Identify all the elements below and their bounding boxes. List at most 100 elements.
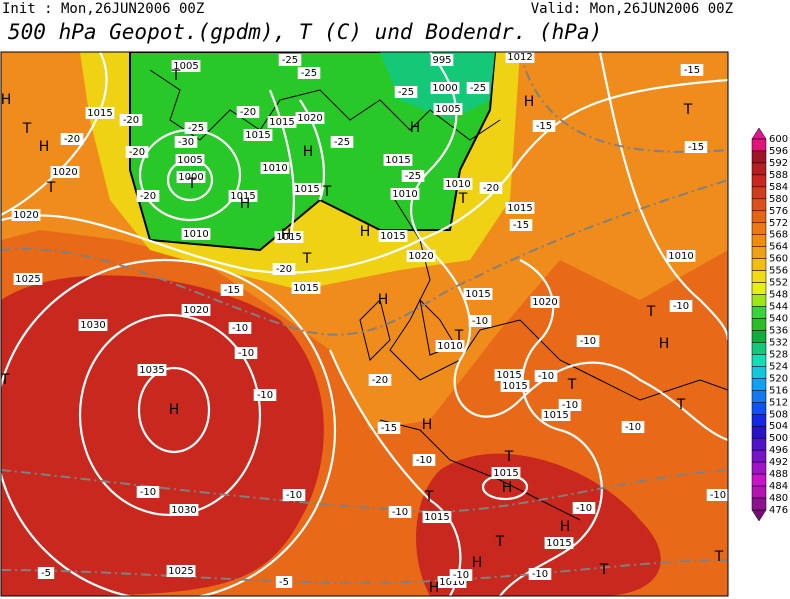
pressure-center: H xyxy=(303,144,314,160)
label-box xyxy=(125,146,149,158)
label-box xyxy=(528,568,552,580)
isobar-label: 1010 xyxy=(439,577,464,588)
isobar-label: 1010 xyxy=(262,163,287,174)
isotherm-label: -25 xyxy=(398,87,414,98)
pressure-center: H xyxy=(360,224,371,240)
isotherm-label: -10 xyxy=(538,371,554,382)
isotherm xyxy=(519,52,728,153)
pressure-center: H xyxy=(659,336,670,352)
isobar-label: 1010 xyxy=(437,341,462,352)
label-box xyxy=(136,486,160,498)
isotherm-label: -20 xyxy=(64,134,80,145)
label-box xyxy=(166,565,196,577)
label-box xyxy=(435,340,465,352)
label-box xyxy=(377,422,401,434)
label-box xyxy=(572,502,596,514)
pressure-center: T xyxy=(424,489,434,505)
colorbar-box xyxy=(751,234,767,247)
pressure-center: H xyxy=(502,480,513,496)
isobar-label: 1015 xyxy=(546,538,571,549)
isobar xyxy=(1,78,728,274)
label-box xyxy=(669,300,693,312)
isobar-label: 1030 xyxy=(80,320,105,331)
pressure-center: T xyxy=(171,68,181,84)
colorbar-label: 496 xyxy=(769,445,788,456)
isotherm-label: -10 xyxy=(232,323,248,334)
pressure-center: T xyxy=(495,534,505,550)
isobar-label: 1015 xyxy=(230,191,255,202)
isotherm-label: -20 xyxy=(140,191,156,202)
label-box xyxy=(544,537,574,549)
label-box xyxy=(260,162,290,174)
pressure-center: T xyxy=(458,191,468,207)
pressure-center: H xyxy=(472,555,483,571)
label-box xyxy=(532,120,556,132)
colorbar-label: 564 xyxy=(769,242,788,253)
label-box xyxy=(368,374,392,386)
pressure-center: H xyxy=(422,417,433,433)
isotherm-label: -10 xyxy=(238,348,254,359)
isobar xyxy=(1,258,337,596)
isobar-label: 1020 xyxy=(52,167,77,178)
isobar-label: 1015 xyxy=(502,381,527,392)
isotherm-label: -30 xyxy=(178,137,194,148)
isobar-label: 1005 xyxy=(435,104,460,115)
colorbar-box xyxy=(751,497,767,511)
label-box xyxy=(184,122,208,134)
label-box xyxy=(282,489,306,501)
colorbar-label: 500 xyxy=(769,433,788,444)
label-box xyxy=(297,67,321,79)
colorbar-label: 492 xyxy=(769,457,788,468)
label-box xyxy=(541,409,571,421)
pressure-center: T xyxy=(322,184,332,200)
map-frame xyxy=(0,51,729,597)
label-box xyxy=(295,112,325,124)
isotherm-label: -5 xyxy=(279,577,289,588)
colorbar-box xyxy=(751,437,767,451)
isotherm-label: -15 xyxy=(688,142,704,153)
isobar xyxy=(268,89,326,241)
colorbar-label: 528 xyxy=(769,349,788,360)
colorbar-arrow xyxy=(751,509,767,522)
hot-field xyxy=(1,275,324,596)
label-box xyxy=(13,273,43,285)
label-box xyxy=(466,82,490,94)
isobar-label: 1015 xyxy=(493,468,518,479)
colorbar-box xyxy=(751,138,767,152)
isobar-label: 1025 xyxy=(168,566,193,577)
isobar xyxy=(409,52,728,442)
isotherm-label: -10 xyxy=(532,569,548,580)
pressure-center: T xyxy=(683,102,693,118)
isobar-label: 1015 xyxy=(424,512,449,523)
isobar-label: 1020 xyxy=(408,251,433,262)
label-box xyxy=(443,178,473,190)
colorbar-box xyxy=(751,294,767,307)
pressure-center: H xyxy=(39,139,50,155)
colorbar-box xyxy=(751,270,767,283)
pressure-center: H xyxy=(378,292,389,308)
isotherm-label: -20 xyxy=(372,375,388,386)
colorbar-box xyxy=(751,342,767,355)
isobar xyxy=(598,52,728,341)
pressure-center: T xyxy=(504,449,514,465)
colorbar-label: 596 xyxy=(769,146,788,157)
colorbar-box xyxy=(751,485,767,499)
colorbar-box xyxy=(751,210,767,224)
isotherm-label: -5 xyxy=(41,568,51,579)
isobar-label: 1015 xyxy=(245,130,270,141)
label-box xyxy=(412,454,436,466)
isotherm-label: -15 xyxy=(381,423,397,434)
colorbar-label: 508 xyxy=(769,409,788,420)
label-box xyxy=(228,190,258,202)
pressure-center: T xyxy=(0,372,10,388)
label-box xyxy=(576,335,600,347)
pressure-center: H xyxy=(240,196,251,212)
pressure-center: H xyxy=(560,519,571,535)
isotherm-label: -25 xyxy=(470,83,486,94)
label-box xyxy=(85,107,115,119)
label-box xyxy=(37,567,55,579)
colorbar-label: 572 xyxy=(769,218,788,229)
label-box xyxy=(388,506,412,518)
colorbar-label: 512 xyxy=(769,397,788,408)
colorbar-box xyxy=(751,150,767,164)
